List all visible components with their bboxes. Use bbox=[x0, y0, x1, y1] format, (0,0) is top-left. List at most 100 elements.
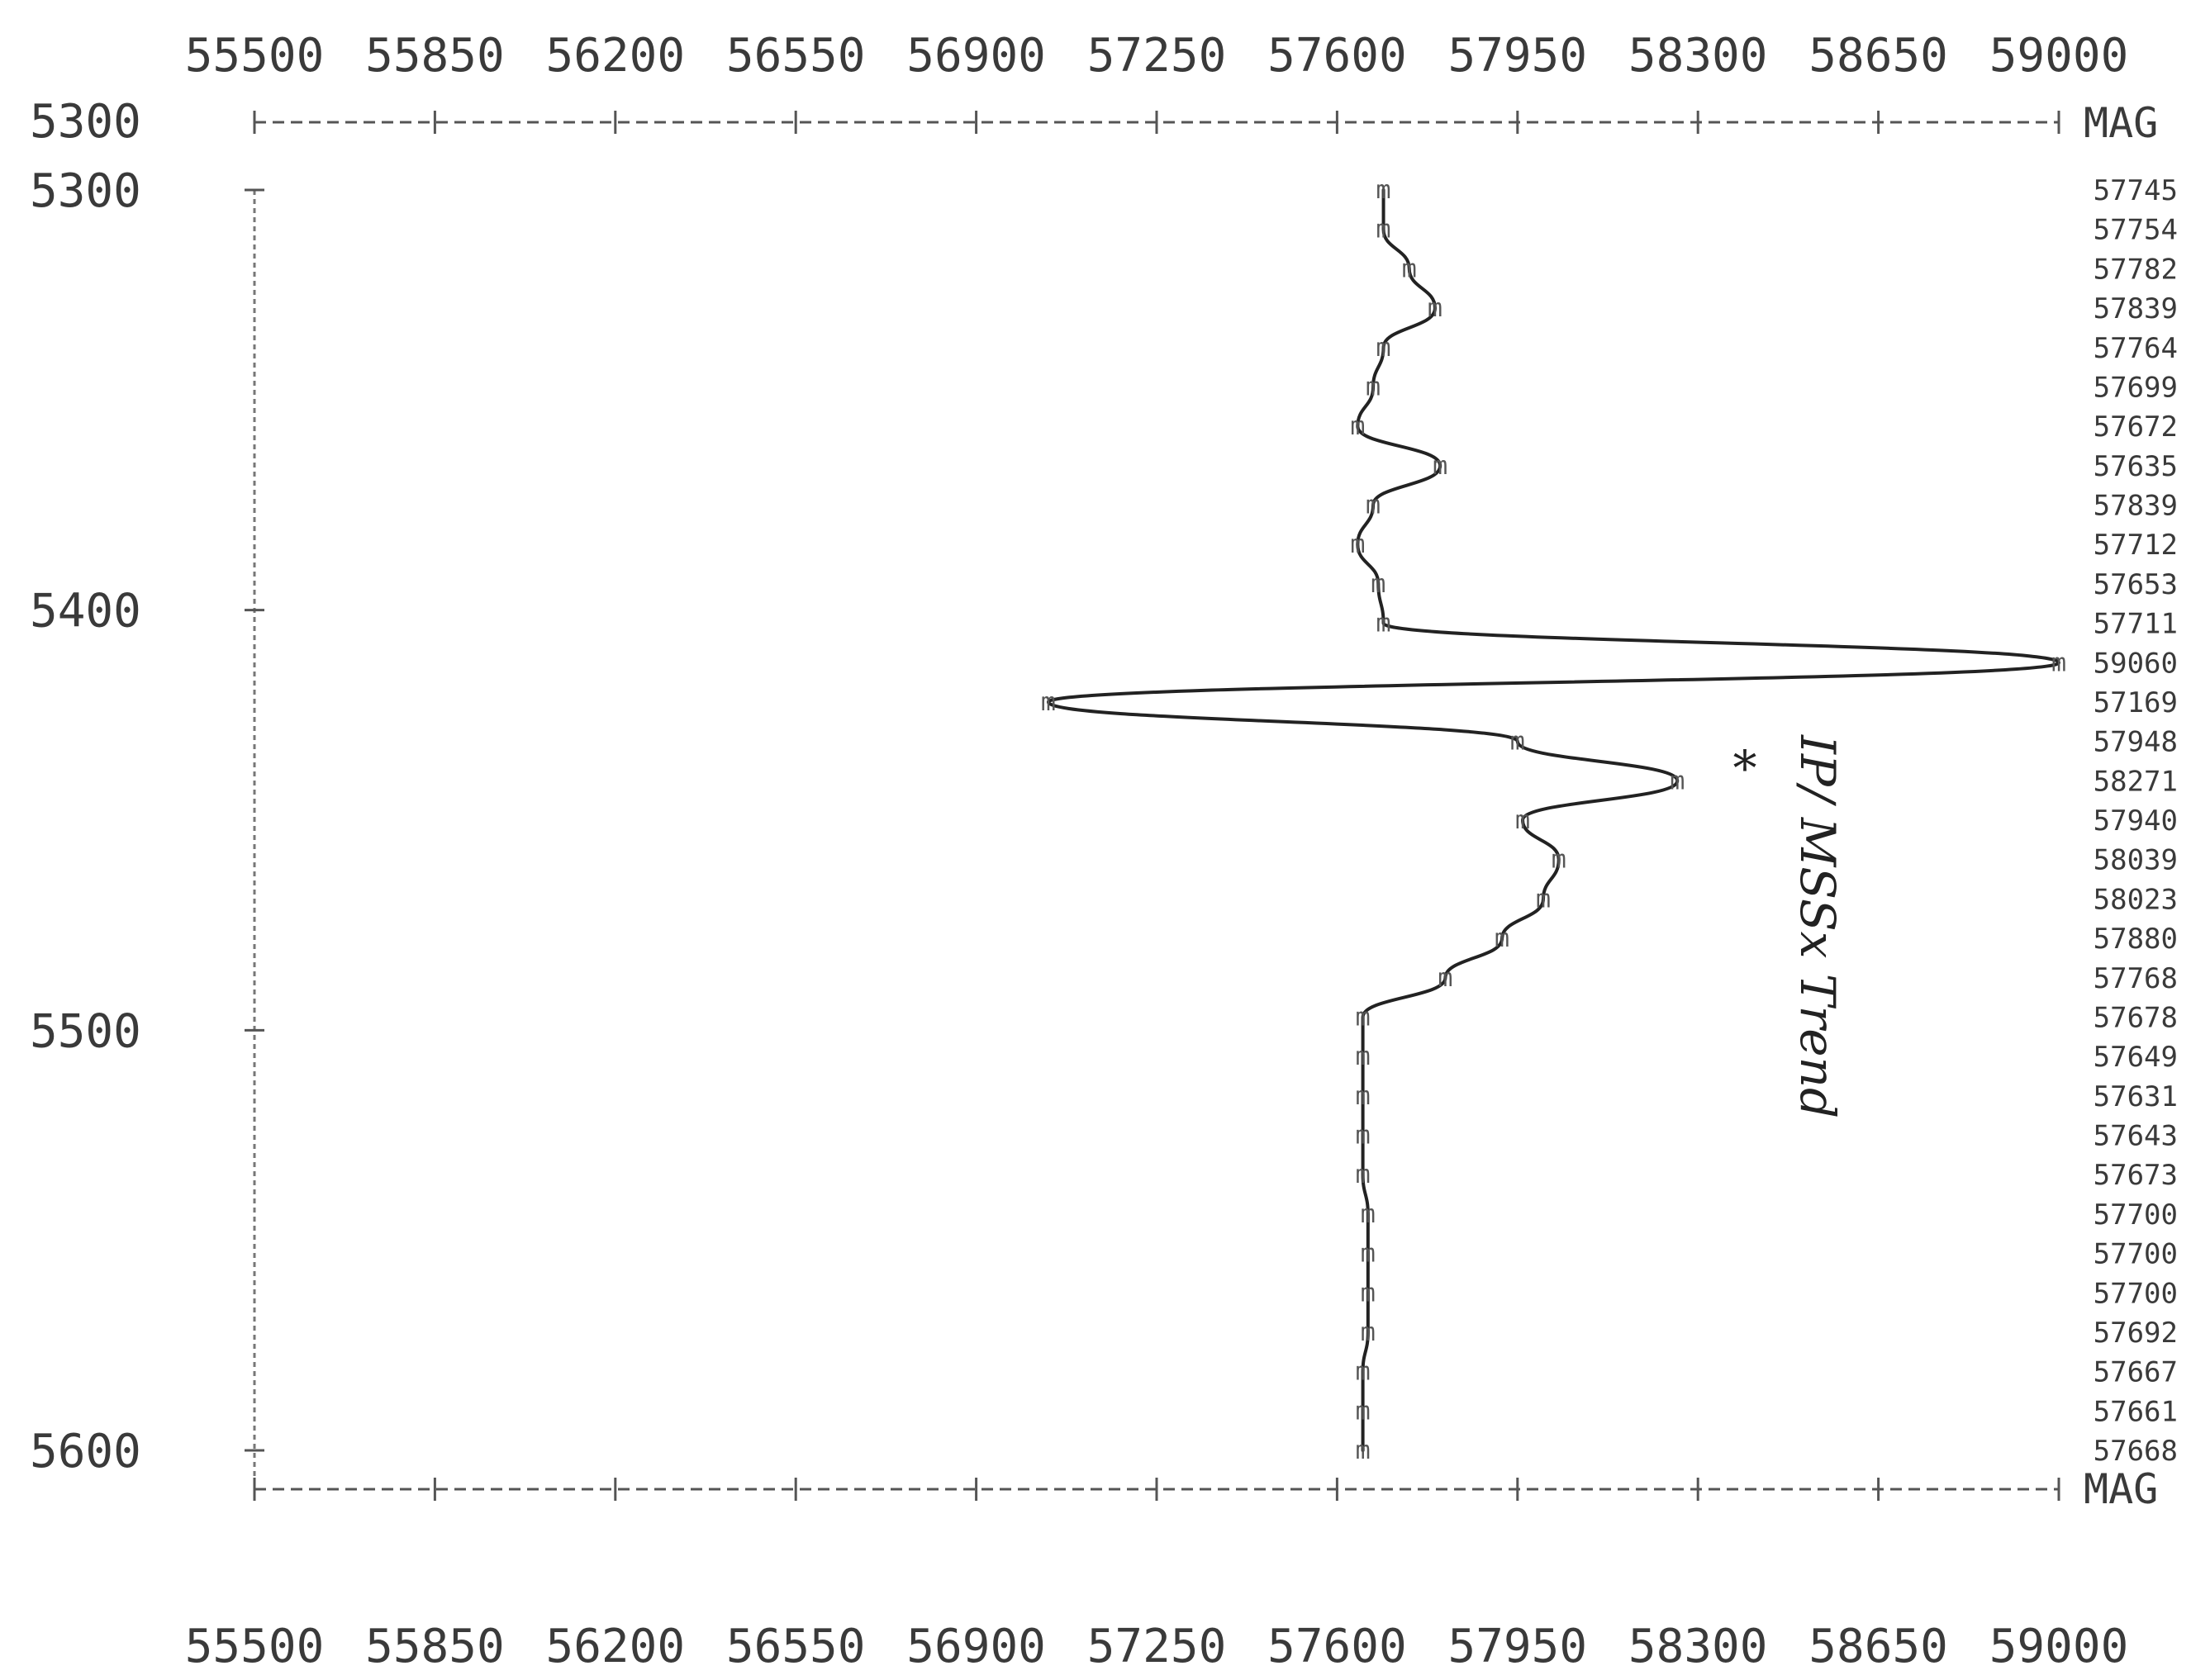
top-x-tick-label: 56900 bbox=[906, 29, 1046, 83]
right-mag-value-label: 57667 bbox=[2094, 1356, 2178, 1389]
right-mag-value-label: 57643 bbox=[2094, 1120, 2178, 1153]
chart-axes: MAG MAG bbox=[245, 99, 2158, 1513]
handwritten-annotation: * IP/ MSSx Trend bbox=[1733, 734, 1846, 1118]
data-point-marker: m bbox=[1376, 216, 1391, 244]
bottom-x-tick-label: 58650 bbox=[1808, 1620, 1948, 1673]
data-point-marker: m bbox=[1356, 1160, 1371, 1189]
right-mag-value-label: 57673 bbox=[2094, 1159, 2178, 1192]
right-mag-value-label: 58039 bbox=[2094, 844, 2178, 877]
data-point-marker: m bbox=[1356, 1082, 1371, 1111]
data-point-marker: m bbox=[1376, 610, 1391, 638]
top-x-tick-label: 57250 bbox=[1087, 29, 1227, 83]
top-x-tick-label: 57950 bbox=[1448, 29, 1588, 83]
right-mag-value-label: 57700 bbox=[2094, 1198, 2178, 1232]
top-axis-mag-label: MAG bbox=[2084, 99, 2158, 147]
bottom-x-tick-label: 55850 bbox=[365, 1620, 505, 1673]
right-mag-value-label: 57880 bbox=[2094, 923, 2178, 956]
data-point-marker: m bbox=[1428, 294, 1442, 323]
right-mag-value-label: 57692 bbox=[2094, 1317, 2178, 1350]
data-point-marker: m bbox=[1356, 1436, 1371, 1465]
right-mag-value-label: 57700 bbox=[2094, 1277, 2178, 1310]
data-point-marker: m bbox=[1361, 1279, 1376, 1307]
top-x-tick-label: 56200 bbox=[546, 29, 686, 83]
top-x-tick-label: 55500 bbox=[185, 29, 325, 83]
data-point-marker: m bbox=[1376, 334, 1391, 363]
right-mag-value-label: 57768 bbox=[2094, 962, 2178, 995]
right-mag-value-label: 57635 bbox=[2094, 450, 2178, 483]
right-mag-value-label: 57712 bbox=[2094, 529, 2178, 562]
bottom-x-tick-label: 56200 bbox=[546, 1620, 686, 1673]
bottom-x-tick-label: 57250 bbox=[1087, 1620, 1227, 1673]
mag-series-line bbox=[1046, 188, 2060, 1452]
data-point-marker: m bbox=[1356, 1358, 1371, 1387]
right-mag-value-label: 57699 bbox=[2094, 371, 2178, 404]
y-tick-label: 5400 bbox=[30, 585, 141, 638]
data-point-marker: m bbox=[1552, 846, 1566, 875]
bottom-x-tick-label: 57950 bbox=[1448, 1620, 1588, 1673]
right-mag-value-label: 57745 bbox=[2094, 174, 2178, 207]
bottom-x-tick-label: 55500 bbox=[185, 1620, 325, 1673]
data-point-marker: m bbox=[1356, 1122, 1371, 1151]
data-point-marker: m bbox=[1510, 728, 1525, 757]
data-point-marker: m bbox=[1366, 491, 1381, 520]
right-mag-value-label: 57700 bbox=[2094, 1238, 2178, 1271]
right-mag-value-label: 57839 bbox=[2094, 490, 2178, 523]
right-mag-value-label: 57169 bbox=[2094, 686, 2178, 719]
bottom-x-tick-label: 56550 bbox=[726, 1620, 866, 1673]
data-point-marker: m bbox=[1356, 1397, 1371, 1426]
data-point-marker: m bbox=[1438, 964, 1452, 993]
right-mag-value-label: 57653 bbox=[2094, 568, 2178, 601]
bottom-x-tick-label: 58300 bbox=[1628, 1620, 1768, 1673]
data-point-marker: m bbox=[1376, 176, 1391, 205]
bottom-x-tick-label: 59000 bbox=[1989, 1620, 2129, 1673]
data-point-marker: m bbox=[1350, 412, 1365, 441]
data-point-marker: m bbox=[1041, 688, 1056, 717]
data-point-marker: m bbox=[1495, 924, 1509, 953]
top-axis-depth-label: 5300 bbox=[30, 95, 141, 149]
data-point-marker: m bbox=[1536, 885, 1551, 914]
data-point-marker: m bbox=[1350, 530, 1365, 559]
right-mag-value-label: 57672 bbox=[2094, 411, 2178, 444]
right-mag-value-label: 57678 bbox=[2094, 1001, 2178, 1034]
bottom-x-tick-label: 57600 bbox=[1267, 1620, 1407, 1673]
top-x-tick-label: 58300 bbox=[1628, 29, 1768, 83]
data-point-marker: m bbox=[1515, 806, 1530, 835]
y-tick-label: 5300 bbox=[30, 164, 141, 218]
top-x-tick-label: 59000 bbox=[1989, 29, 2129, 83]
right-mag-value-label: 58271 bbox=[2094, 765, 2178, 798]
right-mag-value-label: 57668 bbox=[2094, 1435, 2178, 1468]
top-x-tick-label: 55850 bbox=[365, 29, 505, 83]
right-mag-value-label: 57711 bbox=[2094, 608, 2178, 641]
data-point-marker: m bbox=[1356, 1003, 1371, 1032]
y-tick-label: 5500 bbox=[30, 1004, 141, 1058]
data-point-marker: m bbox=[1356, 1042, 1371, 1071]
top-x-tick-label: 57600 bbox=[1267, 29, 1407, 83]
right-mag-value-label: 57649 bbox=[2094, 1041, 2178, 1074]
data-point-marker: m bbox=[1361, 1318, 1376, 1347]
y-tick-label: 5600 bbox=[30, 1425, 141, 1478]
data-point-marker: m bbox=[1366, 373, 1381, 401]
bottom-axis-mag-label: MAG bbox=[2084, 1465, 2158, 1513]
data-point-marker: m bbox=[1371, 570, 1385, 599]
right-mag-value-label: 57839 bbox=[2094, 292, 2178, 325]
annotation-asterisk: * bbox=[1733, 740, 1757, 796]
top-x-tick-labels: 55500 55850 56200 56550 56900 57250 57600 57950… bbox=[185, 29, 2129, 83]
data-point-marker: m bbox=[1670, 766, 1685, 795]
bottom-x-tick-label: 56900 bbox=[906, 1620, 1046, 1673]
annotation-text: IP/ MSSx Trend bbox=[1789, 734, 1846, 1118]
data-point-marker: m bbox=[1361, 1240, 1376, 1269]
right-mag-value-labels: 57745 57754 57782 57839 57764 57699 57672 57635… bbox=[2094, 174, 2178, 1468]
top-x-tick-label: 56550 bbox=[726, 29, 866, 83]
right-mag-value-label: 57661 bbox=[2094, 1395, 2178, 1428]
right-mag-value-label: 58023 bbox=[2094, 883, 2178, 916]
data-point-marker: m bbox=[1402, 254, 1417, 283]
top-x-tick-label: 58650 bbox=[1808, 29, 1948, 83]
data-point-marker: m bbox=[1361, 1200, 1376, 1229]
right-mag-value-label: 57631 bbox=[2094, 1080, 2178, 1113]
right-mag-value-label: 59060 bbox=[2094, 647, 2178, 680]
right-mag-value-label: 57940 bbox=[2094, 804, 2178, 838]
data-point-marker: m bbox=[2051, 648, 2066, 677]
bottom-x-tick-labels: 55500 55850 56200 56550 56900 57250 57600 57950… bbox=[185, 1620, 2129, 1673]
